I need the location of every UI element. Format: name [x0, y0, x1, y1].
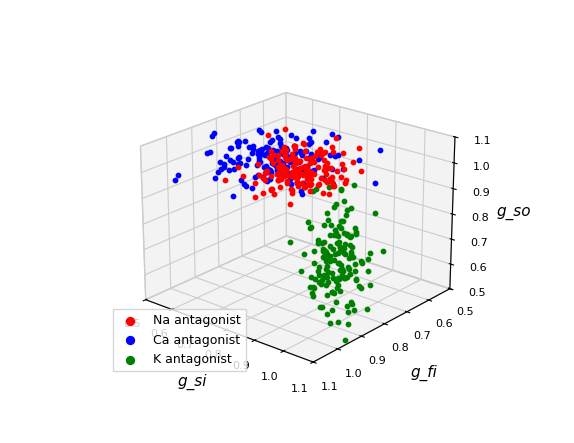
Legend: Na antagonist, Ca antagonist, K antagonist: Na antagonist, Ca antagonist, K antagoni… — [113, 310, 246, 371]
Y-axis label: g_fi: g_fi — [411, 365, 438, 381]
X-axis label: g_si: g_si — [177, 374, 207, 390]
